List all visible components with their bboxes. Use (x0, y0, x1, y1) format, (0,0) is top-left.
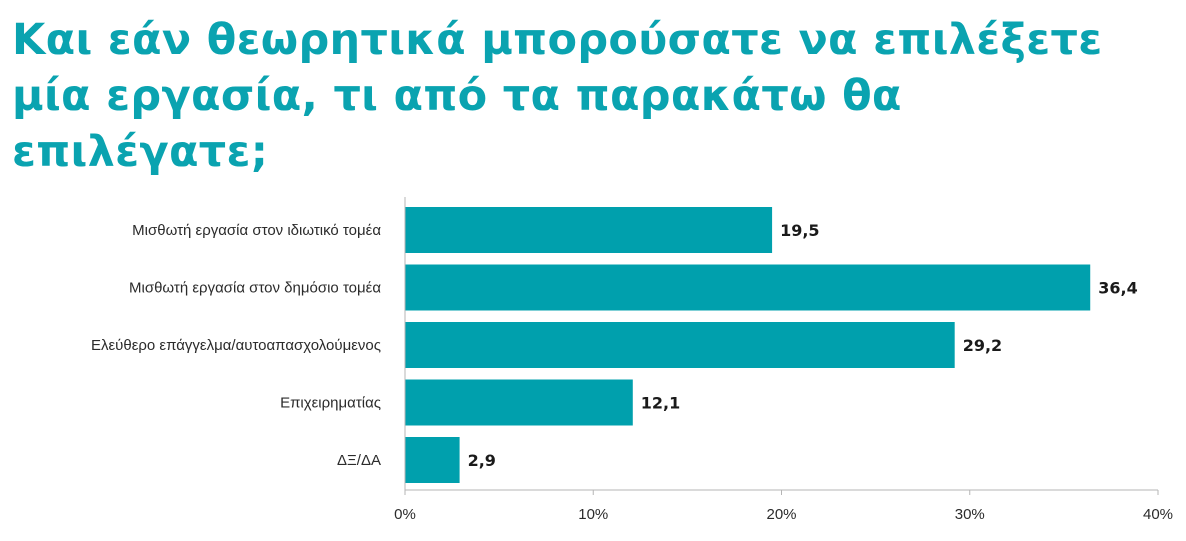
category-label: Μισθωτή εργασία στον ιδιωτικό τομέα (132, 222, 381, 239)
value-label: 12,1 (641, 394, 680, 413)
category-label: ΔΞ/ΔΑ (337, 452, 381, 469)
bar (405, 322, 955, 368)
category-label: Επιχειρηματίας (280, 395, 381, 412)
value-label: 29,2 (963, 336, 1002, 355)
value-label: 2,9 (468, 451, 496, 470)
category-label: Ελεύθερο επάγγελμα/αυτοαπασχολούμενος (91, 337, 381, 354)
value-label: 36,4 (1098, 279, 1137, 298)
chart-title: Και εάν θεωρητικά μπορούσατε να επιλέξετ… (12, 15, 1103, 177)
x-tick-label: 10% (578, 506, 608, 523)
category-label: Μισθωτή εργασία στον δημόσιο τομέα (129, 280, 381, 297)
bar (405, 264, 1091, 311)
x-tick-label: 40% (1143, 506, 1173, 523)
x-tick-label: 30% (955, 506, 985, 523)
x-axis: 0% 10% 20% 30% 40% (394, 197, 1173, 523)
bar (405, 207, 773, 253)
value-label: 19,5 (780, 221, 819, 240)
category-labels-group: Μισθωτή εργασία στον ιδιωτικό τομέα Μισθω… (91, 222, 381, 469)
x-tick-label: 0% (394, 506, 416, 523)
bar (405, 379, 633, 426)
bars-group (405, 207, 1091, 483)
value-labels-group: 19,5 36,4 29,2 12,1 2,9 (468, 221, 1138, 470)
bar (405, 437, 460, 483)
x-tick-label: 20% (766, 506, 796, 523)
